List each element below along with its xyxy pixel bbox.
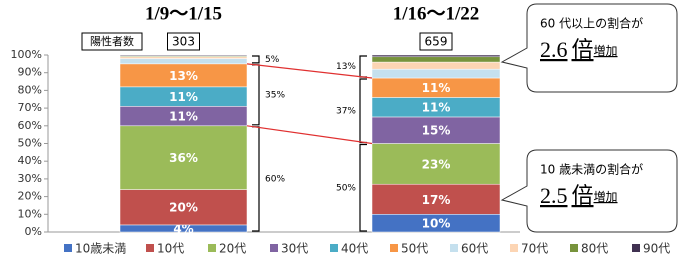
value-label: 11% [422,81,451,95]
y-tick-label: 100% [11,48,42,61]
y-tick-label: 70% [18,101,42,114]
value-label: 11% [169,90,198,104]
value-label: 4% [173,222,193,236]
y-tick-label: 40% [18,154,42,167]
legend-label: 20代 [219,242,246,256]
bracket-label: 50% [336,183,356,193]
value-label: 23% [422,157,451,171]
bracket-label: 60% [265,174,285,184]
ratio: 2.6 [540,37,568,62]
y-tick-label: 30% [18,172,42,185]
legend-swatch [510,244,518,252]
bracket [252,126,260,232]
value-label: 17% [422,193,451,207]
value-label: 11% [169,110,198,124]
legend-swatch [270,244,278,252]
bar-segment [119,58,248,65]
callout-value: 2.5 倍増加 [540,183,618,208]
bracket [359,55,367,78]
bar-segment [371,54,501,58]
count: 659 [425,35,448,49]
bar-segment [371,61,501,70]
connector [246,63,373,79]
callout-box [500,3,678,93]
legend-swatch [146,244,154,252]
value-label: 20% [169,201,198,215]
bar-segment [371,116,501,144]
value-label: 36% [169,151,198,165]
category-title: 1/16～1/22 [393,3,480,24]
category-title: 1/9～1/15 [145,3,222,24]
count-box [167,32,200,51]
bar-segment [119,189,248,226]
bar-segment [119,56,248,59]
y-tick-label: 10% [18,207,42,220]
ratio-suffix: 増加 [594,190,618,204]
connector [246,125,373,145]
y-tick-label: 80% [18,83,42,96]
y-tick-label: 20% [18,190,42,203]
y-tick-label: 90% [18,66,42,79]
bar-segment [371,143,501,185]
callout-text: 10 歳未満の割合が [540,162,643,177]
bracket-label: 37% [336,106,356,116]
value-label: 10% [422,217,451,231]
ratio-suffix: 増加 [594,44,618,58]
count-label-box [81,32,143,51]
legend-swatch [330,244,338,252]
legend-label: 30代 [281,242,308,256]
legend-label: 40代 [341,242,368,256]
legend-swatch [390,244,398,252]
legend-swatch [64,244,72,252]
bracket [252,64,260,126]
bracket [359,78,367,144]
legend-swatch [208,244,216,252]
legend-label: 90代 [643,242,670,256]
legend-label: 50代 [401,242,428,256]
y-tick-label: 50% [18,137,42,150]
ratio-unit: 倍 [572,37,594,62]
y-tick-label: 60% [18,119,42,132]
bracket-label: 5% [265,55,280,65]
count-label: 陽性者数 [90,34,134,48]
bar-segment [371,68,501,79]
value-label: 13% [169,69,198,83]
count: 303 [172,35,195,49]
count-box [419,32,453,51]
value-label: 15% [422,124,451,138]
legend-swatch [632,244,640,252]
value-label: 11% [422,101,451,115]
bracket [359,143,367,232]
legend-label: 70代 [521,242,548,256]
bracket-label: 13% [336,62,356,72]
legend-label: 80代 [581,242,608,256]
bracket [252,55,260,64]
y-tick-label: 0% [25,225,42,238]
callout-box [500,149,678,233]
bar-segment [371,56,501,63]
ratio: 2.5 [540,183,568,208]
bar-segment [119,54,248,57]
legend-label: 10代 [157,242,184,256]
ratio-unit: 倍 [572,183,594,208]
callout-text: 60 代以上の割合が [540,16,643,31]
bar-segment [371,183,501,215]
callout-value: 2.6 倍増加 [540,37,618,62]
legend-swatch [570,244,578,252]
legend-label: 10歳未満 [75,242,126,256]
legend-swatch [450,244,458,252]
legend-label: 60代 [461,242,488,256]
bracket-label: 35% [265,90,285,100]
